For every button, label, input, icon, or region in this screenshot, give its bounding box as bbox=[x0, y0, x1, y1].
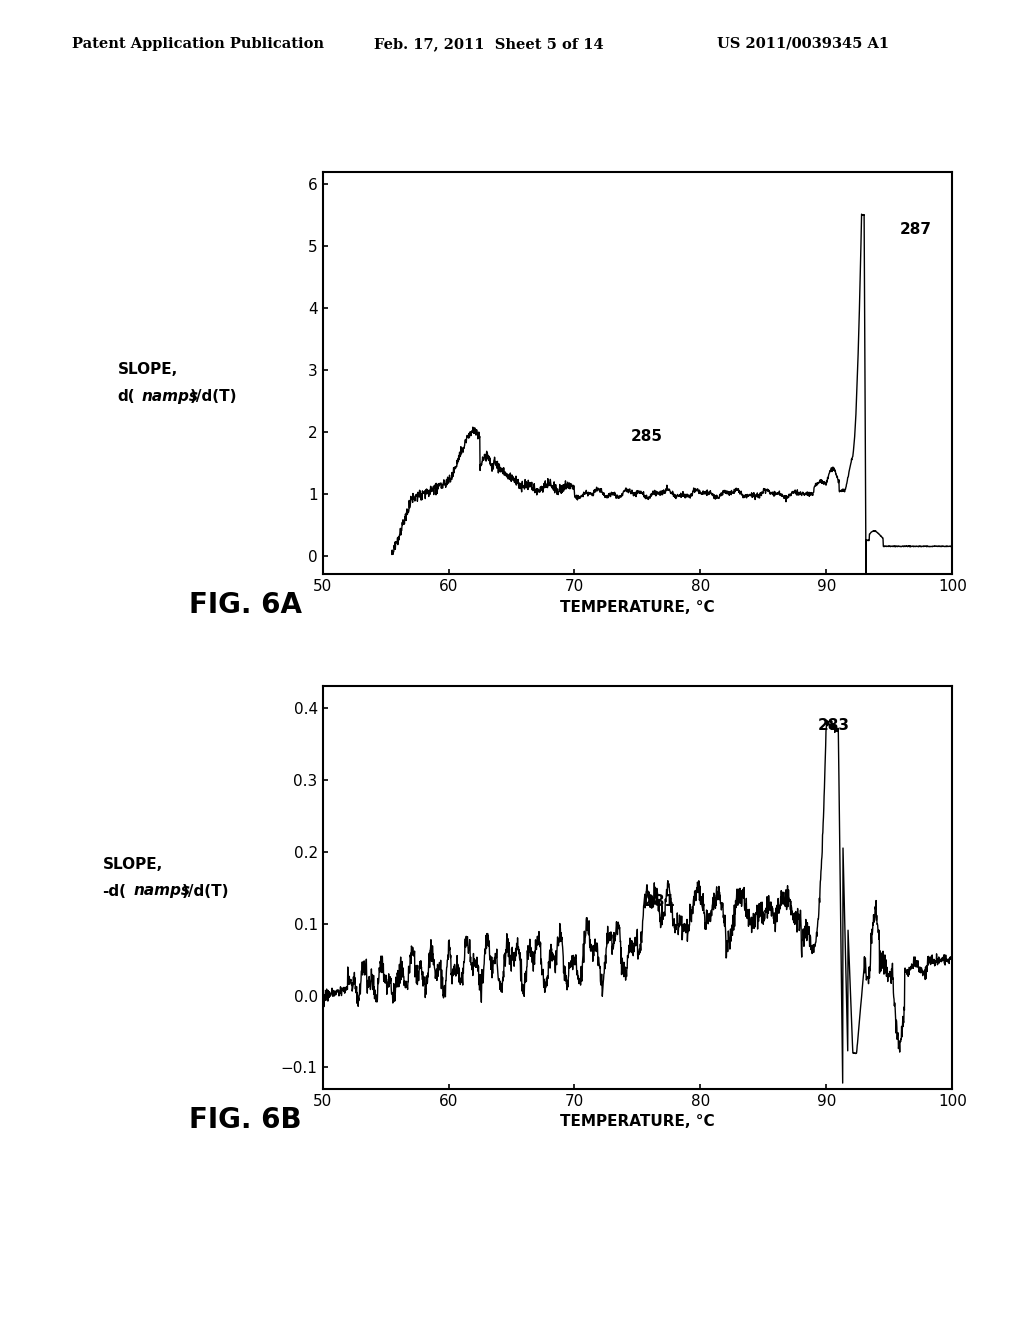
Text: FIG. 6B: FIG. 6B bbox=[189, 1106, 302, 1134]
Text: 285: 285 bbox=[631, 429, 664, 444]
Text: 283: 283 bbox=[817, 718, 850, 733]
Text: namps: namps bbox=[133, 883, 190, 899]
Text: -d(: -d( bbox=[102, 883, 126, 899]
Text: US 2011/0039345 A1: US 2011/0039345 A1 bbox=[717, 37, 889, 51]
Text: FIG. 6A: FIG. 6A bbox=[189, 591, 302, 619]
Text: d(: d( bbox=[118, 388, 135, 404]
Text: 287: 287 bbox=[899, 222, 932, 236]
Text: SLOPE,: SLOPE, bbox=[118, 362, 178, 378]
Text: Patent Application Publication: Patent Application Publication bbox=[72, 37, 324, 51]
Text: Feb. 17, 2011  Sheet 5 of 14: Feb. 17, 2011 Sheet 5 of 14 bbox=[374, 37, 603, 51]
Text: )/d(T): )/d(T) bbox=[189, 388, 237, 404]
X-axis label: TEMPERATURE, °C: TEMPERATURE, °C bbox=[560, 599, 715, 615]
Text: namps: namps bbox=[141, 388, 199, 404]
Text: )/d(T): )/d(T) bbox=[182, 883, 229, 899]
Text: 281: 281 bbox=[644, 894, 676, 908]
Text: SLOPE,: SLOPE, bbox=[102, 857, 163, 873]
X-axis label: TEMPERATURE, °C: TEMPERATURE, °C bbox=[560, 1114, 715, 1130]
